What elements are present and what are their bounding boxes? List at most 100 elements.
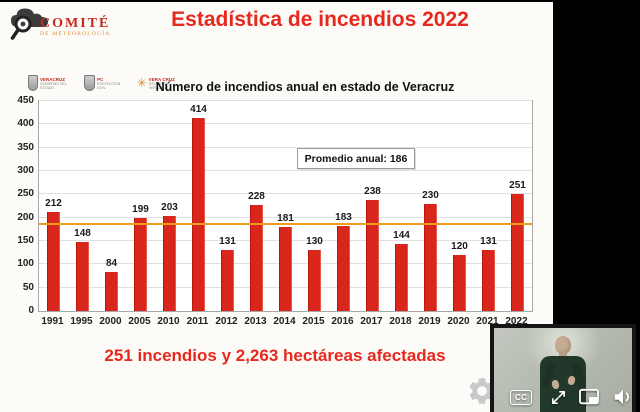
- interpreter-neck: [559, 352, 567, 358]
- bar-2005: [134, 218, 147, 311]
- x-tick-label: 2016: [331, 316, 354, 327]
- volume-icon[interactable]: [612, 386, 634, 412]
- bar-2016: [337, 225, 350, 311]
- cloud-magnifier-icon: [8, 5, 54, 50]
- settings-gear-icon[interactable]: [466, 375, 498, 407]
- y-tick-label: 300: [17, 165, 34, 176]
- bar-2015: [308, 250, 321, 311]
- veracruz-logo-label: VERACRUZ: [40, 76, 66, 82]
- veracruz-star-icon: ✳: [136, 75, 147, 90]
- bar-chart: 0 50 100 150 200 250 300 350 400 450 212 148 84 199 2…: [8, 95, 548, 336]
- bar-value-label: 238: [364, 185, 381, 197]
- bar-1991: [47, 212, 60, 311]
- veracruz-estado-label: VERA CRUZ: [148, 76, 175, 82]
- bar-value-label: 414: [190, 103, 207, 115]
- average-annotation-box: Promedio anual: 186: [297, 148, 415, 169]
- bar-2000: [105, 271, 118, 311]
- bar-value-label: 144: [393, 229, 410, 241]
- bar-value-label: 183: [335, 211, 352, 223]
- gridline: [39, 216, 532, 218]
- gridline: [39, 100, 532, 101]
- y-tick-label: 200: [17, 211, 34, 223]
- pc-shield-icon: [84, 75, 95, 91]
- y-tick-label: 0: [28, 305, 34, 316]
- bar-value-label: 84: [105, 257, 118, 269]
- x-tick-label: 2018: [389, 316, 412, 327]
- bar-2017: [366, 199, 379, 311]
- x-tick-label: 2012: [215, 316, 238, 327]
- x-tick-label: 2021: [476, 316, 499, 327]
- x-axis: 1991 1995 2000 2005 2010 2011 2012 2013 2014 2015…: [38, 316, 533, 332]
- bar-value-label: 120: [451, 241, 468, 252]
- x-tick-label: 2010: [157, 316, 180, 327]
- bar-value-label: 181: [277, 212, 294, 224]
- bar-2011: [192, 117, 205, 311]
- veracruz-estado-sub: ESTADO DE VERACRUZ: [148, 81, 169, 90]
- comite-logo-title: COMITÉ: [40, 15, 111, 31]
- bar-2012: [221, 249, 234, 311]
- sign-language-interpreter-video[interactable]: CC: [490, 324, 636, 412]
- bar-2021: [482, 249, 495, 311]
- bar-2013: [250, 204, 263, 311]
- bar-2014: [279, 226, 292, 311]
- x-tick-label: 1991: [41, 316, 64, 327]
- comite-logo-subtitle: DE METEOROLOGÍA: [40, 30, 111, 37]
- y-tick-label: 250: [17, 188, 34, 200]
- gridline: [39, 146, 532, 148]
- y-axis: 0 50 100 150 200 250 300 350 400 450: [8, 95, 34, 316]
- summary-text: 251 incendios y 2,263 hectáreas afectada…: [104, 346, 446, 365]
- gridline: [39, 123, 532, 125]
- y-tick-label: 50: [22, 281, 34, 293]
- bar-1995: [76, 241, 89, 311]
- x-tick-label: 2000: [99, 316, 122, 327]
- x-tick-label: 2014: [273, 316, 296, 327]
- bar-value-label: 230: [422, 189, 439, 201]
- bar-value-label: 203: [161, 202, 178, 214]
- partner-logos-row: VERACRUZ GOBIERNO DEL ESTADO PC PROTECCI…: [28, 70, 178, 96]
- closed-captions-button[interactable]: CC: [510, 390, 532, 405]
- x-tick-label: 2020: [447, 316, 470, 327]
- x-tick-label: 2011: [186, 316, 209, 327]
- bar-2018: [395, 243, 408, 311]
- veracruz-shield-icon: [28, 75, 39, 91]
- average-line: [39, 223, 532, 226]
- picture-in-picture-icon[interactable]: [578, 388, 600, 411]
- veracruz-gobierno-logo: VERACRUZ GOBIERNO DEL ESTADO: [28, 75, 70, 91]
- y-tick-label: 400: [17, 118, 34, 130]
- fullscreen-expand-icon[interactable]: [550, 389, 567, 411]
- x-tick-label: 2017: [360, 316, 383, 327]
- x-tick-label: 2019: [418, 316, 441, 327]
- y-tick-label: 100: [17, 258, 34, 270]
- chart-title: Número de incendios anual en estado de V…: [155, 80, 455, 94]
- player-controls: CC: [494, 388, 632, 410]
- x-tick-label: 2015: [302, 316, 325, 327]
- bar-value-label: 228: [248, 190, 265, 202]
- bar-value-label: 131: [219, 235, 236, 247]
- bar-2010: [163, 216, 176, 311]
- pc-logo-label: PC: [96, 76, 104, 82]
- gridline: [39, 193, 532, 195]
- x-tick-label: 1995: [70, 316, 93, 327]
- slide-title: Estadística de incendios 2022: [171, 8, 469, 31]
- plot-area: 212 148 84 199 203 414 131 228 181 130 183 238 144 23…: [38, 100, 533, 312]
- veracruz-logo-sub: GOBIERNO DEL ESTADO: [40, 81, 67, 90]
- proteccion-civil-logo: PC PROTECCIÓN CIVIL: [84, 75, 122, 91]
- veracruz-estado-logo: ✳ VERA CRUZ ESTADO DE VERACRUZ: [136, 75, 178, 90]
- bar-2019: [424, 203, 437, 311]
- bar-value-label: 212: [45, 198, 62, 210]
- gridline: [39, 170, 532, 171]
- bar-value-label: 199: [132, 204, 149, 216]
- presentation-slide: COMITÉ DE METEOROLOGÍA Estadística de in…: [0, 2, 553, 412]
- bar-value-label: 131: [480, 235, 497, 247]
- x-tick-label: 2022: [505, 316, 528, 327]
- bar-value-label: 251: [509, 179, 526, 191]
- x-tick-label: 2013: [244, 316, 267, 327]
- y-tick-label: 150: [17, 235, 34, 246]
- bar-value-label: 148: [74, 227, 91, 239]
- comite-meteorologia-logo: COMITÉ DE METEOROLOGÍA: [8, 6, 138, 48]
- interpreter-head: [555, 336, 571, 354]
- pc-logo-sub: PROTECCIÓN CIVIL: [96, 81, 121, 90]
- x-tick-label: 2005: [128, 316, 151, 327]
- y-tick-label: 450: [17, 95, 34, 106]
